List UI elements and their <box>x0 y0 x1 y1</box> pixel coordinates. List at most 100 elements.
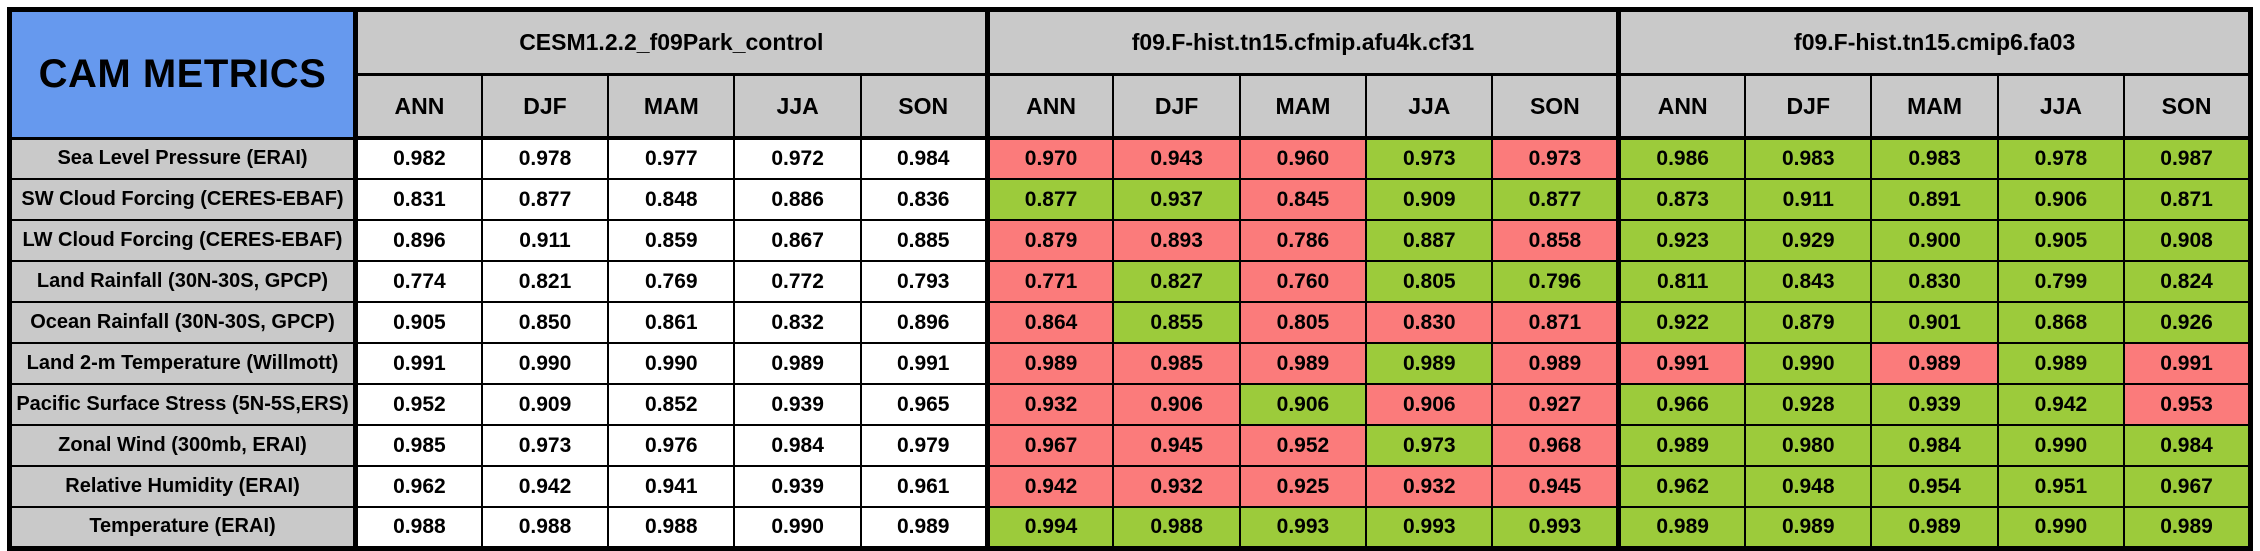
metric-value-cell: 0.965 <box>859 383 989 426</box>
metric-value-cell: 0.927 <box>1491 383 1620 426</box>
metric-value-cell: 0.991 <box>352 342 483 385</box>
group-header-row: CAM METRICS CESM1.2.2_f09Park_control f0… <box>8 8 2252 140</box>
metric-value-cell: 0.982 <box>352 137 483 180</box>
metric-value-cell: 0.987 <box>2123 137 2252 180</box>
metric-label: Sea Level Pressure (ERAI) <box>8 137 358 180</box>
metric-value-cell: 0.994 <box>984 506 1115 549</box>
metric-value-cell: 0.850 <box>480 301 610 344</box>
metric-value-cell: 0.939 <box>1870 383 1999 426</box>
metric-value-cell: 0.960 <box>1238 137 1368 180</box>
metric-value-cell: 0.952 <box>352 383 483 426</box>
metric-value-cell: 0.905 <box>352 301 483 344</box>
metric-value-cell: 0.891 <box>1870 178 1999 221</box>
metric-value-cell: 0.942 <box>984 465 1115 508</box>
metric-value-cell: 0.926 <box>2123 301 2252 344</box>
metric-value-cell: 0.832 <box>733 301 862 344</box>
season-header-row: ANN DJF MAM JJA SON ANN DJF MAM JJA SON ANN DJF MAM J… <box>10 73 2252 140</box>
group-header-afu4k: f09.F-hist.tn15.cfmip.afu4k.cf31 <box>984 8 1620 76</box>
metric-value-cell: 0.984 <box>733 424 862 467</box>
season-header-djf: DJF <box>1112 73 1241 140</box>
metric-value-cell: 0.989 <box>1744 506 1873 549</box>
metric-value-cell: 0.893 <box>1112 219 1241 262</box>
metric-value-cell: 0.990 <box>733 506 862 549</box>
metric-value-cell: 0.868 <box>1996 301 2126 344</box>
season-header-djf: DJF <box>480 73 610 140</box>
table-row: Land 2-m Temperature (Willmott) 0.991 0.99… <box>8 342 2252 385</box>
metric-value-cell: 0.932 <box>1112 465 1241 508</box>
metric-value-cell: 0.989 <box>1238 342 1368 385</box>
metric-value-cell: 0.855 <box>1112 301 1241 344</box>
metric-value-cell: 0.886 <box>733 178 862 221</box>
metric-value-cell: 0.939 <box>733 465 862 508</box>
metric-value-cell: 0.941 <box>607 465 736 508</box>
metric-value-cell: 0.967 <box>984 424 1115 467</box>
metric-value-cell: 0.932 <box>1365 465 1494 508</box>
metric-value-cell: 0.993 <box>1365 506 1494 549</box>
metric-value-cell: 0.871 <box>2123 178 2252 221</box>
table-row: SW Cloud Forcing (CERES-EBAF) 0.831 0.877 0… <box>8 178 2252 221</box>
table-row: Zonal Wind (300mb, ERAI) 0.985 0.973 0.976 0… <box>8 424 2252 467</box>
metric-value-cell: 0.984 <box>859 137 989 180</box>
metric-value-cell: 0.929 <box>1744 219 1873 262</box>
season-header-son: SON <box>2123 73 2252 140</box>
metric-value-cell: 0.985 <box>352 424 483 467</box>
metric-value-cell: 0.989 <box>859 506 989 549</box>
metric-value-cell: 0.943 <box>1112 137 1241 180</box>
metric-value-cell: 0.948 <box>1744 465 1873 508</box>
metric-value-cell: 0.989 <box>1365 342 1494 385</box>
table-row: Sea Level Pressure (ERAI) 0.982 0.978 0.977… <box>8 137 2252 180</box>
metric-value-cell: 0.989 <box>984 342 1115 385</box>
metric-value-cell: 0.845 <box>1238 178 1368 221</box>
metric-value-cell: 0.973 <box>1365 424 1494 467</box>
metric-value-cell: 0.858 <box>1491 219 1620 262</box>
metric-value-cell: 0.989 <box>1996 342 2126 385</box>
metric-value-cell: 0.836 <box>859 178 989 221</box>
metric-value-cell: 0.954 <box>1870 465 1999 508</box>
metric-value-cell: 0.896 <box>859 301 989 344</box>
metric-value-cell: 0.988 <box>1112 506 1241 549</box>
metric-value-cell: 0.984 <box>1870 424 1999 467</box>
metric-value-cell: 0.877 <box>984 178 1115 221</box>
metric-value-cell: 0.864 <box>984 301 1115 344</box>
metric-value-cell: 0.990 <box>1996 506 2126 549</box>
metric-value-cell: 0.905 <box>1996 219 2126 262</box>
metric-value-cell: 0.976 <box>607 424 736 467</box>
metric-value-cell: 0.811 <box>1616 260 1747 303</box>
metric-value-cell: 0.966 <box>1616 383 1747 426</box>
metric-value-cell: 0.993 <box>1491 506 1620 549</box>
metric-label: Temperature (ERAI) <box>8 506 358 549</box>
season-header-son: SON <box>1491 73 1620 140</box>
metric-value-cell: 0.988 <box>607 506 736 549</box>
metric-value-cell: 0.830 <box>1365 301 1494 344</box>
metric-label: Land 2-m Temperature (Willmott) <box>8 342 358 385</box>
season-header-mam: MAM <box>607 73 736 140</box>
metric-value-cell: 0.922 <box>1616 301 1747 344</box>
metric-value-cell: 0.805 <box>1365 260 1494 303</box>
metric-value-cell: 0.793 <box>859 260 989 303</box>
metric-value-cell: 0.952 <box>1238 424 1368 467</box>
metric-value-cell: 0.871 <box>1491 301 1620 344</box>
metric-value-cell: 0.962 <box>352 465 483 508</box>
metric-value-cell: 0.945 <box>1491 465 1620 508</box>
metric-value-cell: 0.906 <box>1996 178 2126 221</box>
metric-value-cell: 0.977 <box>607 137 736 180</box>
metric-value-cell: 0.939 <box>733 383 862 426</box>
metric-value-cell: 0.961 <box>859 465 989 508</box>
metric-value-cell: 0.848 <box>607 178 736 221</box>
table-row: Land Rainfall (30N-30S, GPCP) 0.774 0.821 0… <box>8 260 2252 303</box>
metric-value-cell: 0.760 <box>1238 260 1368 303</box>
table-row: LW Cloud Forcing (CERES-EBAF) 0.896 0.911 0… <box>8 219 2252 262</box>
metric-value-cell: 0.827 <box>1112 260 1241 303</box>
metric-value-cell: 0.821 <box>480 260 610 303</box>
metric-value-cell: 0.861 <box>607 301 736 344</box>
metric-value-cell: 0.799 <box>1996 260 2126 303</box>
metric-value-cell: 0.911 <box>480 219 610 262</box>
metric-value-cell: 0.989 <box>733 342 862 385</box>
metric-value-cell: 0.843 <box>1744 260 1873 303</box>
metric-value-cell: 0.885 <box>859 219 989 262</box>
table-row: Pacific Surface Stress (5N-5S,ERS) 0.952 0… <box>8 383 2252 426</box>
metric-value-cell: 0.953 <box>2123 383 2252 426</box>
metric-value-cell: 0.900 <box>1870 219 1999 262</box>
metric-value-cell: 0.983 <box>1744 137 1873 180</box>
metric-value-cell: 0.989 <box>1616 424 1747 467</box>
